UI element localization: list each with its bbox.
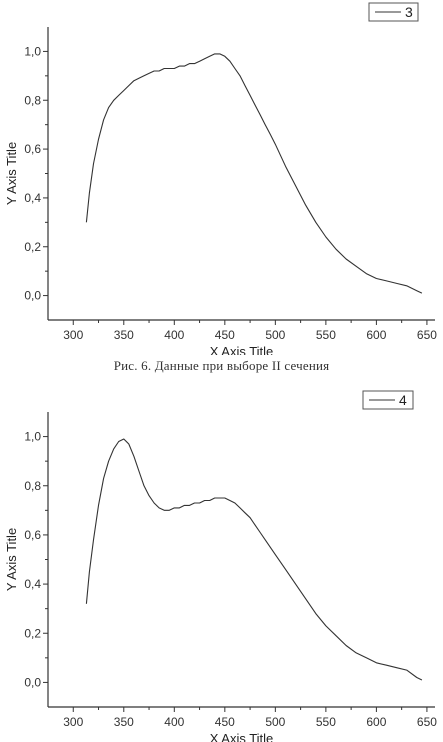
y-tick-label: 0,0 xyxy=(24,675,41,689)
x-tick-label: 300 xyxy=(63,715,83,729)
legend-entry: 3 xyxy=(405,4,413,20)
x-tick-label: 650 xyxy=(417,328,437,342)
x-tick-label: 450 xyxy=(215,715,235,729)
chart-svg-4: 300 350 400 450 500 550 600 650 0,0 0,2 0,4 0,6 0,8 1… xyxy=(4,390,437,742)
chart-svg-3: 300 350 400 450 500 550 600 650 0,0 0,2 0,4 0,6 0,8 1… xyxy=(4,2,437,355)
y-tick-label: 0,6 xyxy=(24,142,41,156)
x-tick-label: 450 xyxy=(215,328,235,342)
y-tick-label: 1,0 xyxy=(24,44,41,58)
x-axis-title: X Axis Title xyxy=(210,344,274,355)
x-tick-label: 550 xyxy=(316,328,336,342)
x-tick-label: 600 xyxy=(366,328,386,342)
x-tick-label: 300 xyxy=(63,328,83,342)
x-axis-title: X Axis Title xyxy=(210,731,274,742)
x-tick-label: 350 xyxy=(114,328,134,342)
chart-series-4: 300 350 400 450 500 550 600 650 0,0 0,2 0,4 0,6 0,8 1… xyxy=(0,388,443,742)
chart-series-3: 300 350 400 450 500 550 600 650 0,0 0,2 0,4 0,6 0,8 1… xyxy=(0,0,443,355)
x-tick-label: 600 xyxy=(366,715,386,729)
y-tick-label: 0,8 xyxy=(24,93,41,107)
y-tick-label: 0,4 xyxy=(24,191,41,205)
x-tick-label: 500 xyxy=(265,328,285,342)
x-tick-label: 550 xyxy=(316,715,336,729)
y-axis-title: Y Axis Title xyxy=(4,142,19,205)
series-line-4 xyxy=(85,438,423,681)
y-tick-label: 0,0 xyxy=(24,289,41,303)
y-tick-label: 0,2 xyxy=(24,626,41,640)
y-tick-label: 0,4 xyxy=(24,577,41,591)
x-tick-label: 350 xyxy=(114,715,134,729)
x-tick-label: 400 xyxy=(164,328,184,342)
legend-entry: 4 xyxy=(399,392,407,408)
figure-caption: Рис. 6. Данные при выборе II сечения xyxy=(113,358,330,373)
y-tick-label: 1,0 xyxy=(24,430,41,444)
x-tick-label: 650 xyxy=(417,715,437,729)
x-tick-label: 500 xyxy=(265,715,285,729)
y-axis-title: Y Axis Title xyxy=(4,528,19,591)
x-tick-label: 400 xyxy=(164,715,184,729)
y-tick-label: 0,2 xyxy=(24,240,41,254)
y-tick-label: 0,8 xyxy=(24,479,41,493)
series-line-3 xyxy=(85,53,423,294)
y-tick-label: 0,6 xyxy=(24,528,41,542)
